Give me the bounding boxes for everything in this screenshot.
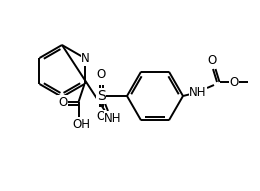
Text: O: O xyxy=(229,75,239,88)
Text: N: N xyxy=(81,53,90,66)
Text: OH: OH xyxy=(73,117,90,130)
Text: O: O xyxy=(58,96,67,108)
Text: O: O xyxy=(96,69,106,82)
Text: O: O xyxy=(96,111,106,124)
Text: NH: NH xyxy=(104,112,122,125)
Text: O: O xyxy=(207,54,217,67)
Text: S: S xyxy=(97,89,105,103)
Text: NH: NH xyxy=(189,86,207,99)
